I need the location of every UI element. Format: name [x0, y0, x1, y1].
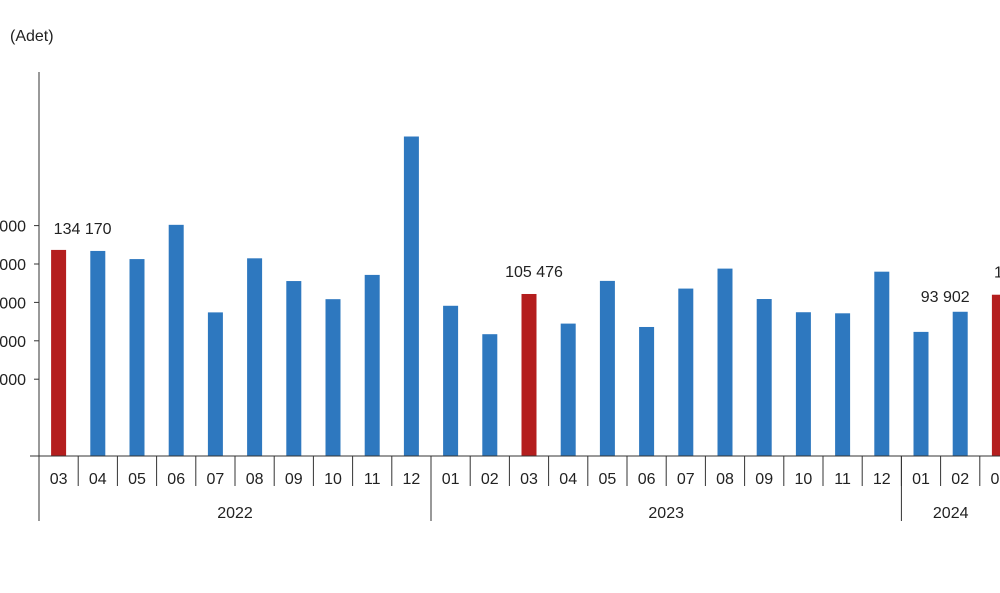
x-tick-label: 10 — [795, 471, 813, 488]
x-tick-label: 11 — [834, 471, 851, 488]
bar — [952, 311, 968, 456]
x-tick-label: 08 — [716, 471, 734, 488]
bar — [835, 313, 851, 456]
bar — [795, 312, 811, 456]
bar — [364, 274, 380, 456]
x-axis: 03 04 05 06 07 08 09 10 11 12 01 02 03 04 05 06 07 08 09 10… — [38, 455, 1000, 522]
y-tick-label: 000 — [0, 372, 26, 389]
bar — [678, 288, 694, 456]
data-label: 93 902 — [921, 289, 970, 306]
x-tick-label: 07 — [677, 471, 695, 488]
x-tick-label: 06 — [167, 471, 185, 488]
x-tick-label: 06 — [638, 471, 656, 488]
unit-label: (Adet) — [10, 28, 54, 45]
x-tick-label: 04 — [89, 471, 107, 488]
bar — [639, 326, 655, 456]
x-tick-label: 01 — [912, 471, 930, 488]
bar — [325, 299, 341, 456]
bar — [443, 305, 459, 456]
bar — [482, 334, 498, 456]
x-tick-label: 03 — [991, 471, 1000, 488]
bar — [129, 259, 145, 456]
bar — [168, 224, 184, 456]
y-tick-label: 000 — [0, 295, 26, 312]
data-labels: 134 170 105 476 93 902 105 — [54, 221, 1000, 306]
bar — [913, 331, 929, 456]
x-tick-label: 09 — [285, 471, 303, 488]
bar — [521, 293, 537, 456]
bar — [991, 294, 1000, 456]
x-tick-label: 08 — [246, 471, 264, 488]
x-tick-label: 03 — [50, 471, 68, 488]
bar — [403, 136, 419, 456]
data-label: 105 476 — [505, 264, 563, 281]
year-label: 2023 — [648, 505, 684, 522]
y-tick-label: 000 — [0, 334, 26, 351]
x-tick-label: 05 — [599, 471, 617, 488]
bar — [874, 271, 890, 456]
bars-group — [51, 136, 1000, 456]
bar — [560, 323, 576, 456]
y-axis: 000 000 000 000 000 — [0, 72, 40, 457]
x-tick-label: 10 — [324, 471, 342, 488]
x-tick-label: 02 — [951, 471, 969, 488]
bar — [717, 268, 733, 456]
data-label: 134 170 — [54, 221, 112, 238]
x-tick-label: 11 — [364, 471, 381, 488]
data-label: 105 — [994, 265, 1000, 282]
year-label: 2024 — [933, 505, 969, 522]
y-tick-label: 000 — [0, 257, 26, 274]
bar — [756, 299, 772, 456]
x-tick-label: 02 — [481, 471, 499, 488]
year-label: 2022 — [217, 505, 253, 522]
bar — [286, 281, 302, 456]
y-tick-label: 000 — [0, 219, 26, 236]
bar — [247, 258, 263, 456]
x-tick-label: 09 — [755, 471, 773, 488]
x-tick-label: 01 — [442, 471, 460, 488]
x-tick-label: 03 — [520, 471, 538, 488]
bar — [207, 312, 223, 456]
bar — [599, 280, 615, 456]
x-tick-label: 12 — [873, 471, 891, 488]
bar — [51, 249, 67, 456]
x-tick-label: 05 — [128, 471, 146, 488]
x-tick-label: 07 — [207, 471, 225, 488]
x-tick-label: 04 — [559, 471, 577, 488]
x-tick-label: 12 — [403, 471, 421, 488]
bar — [90, 250, 106, 456]
